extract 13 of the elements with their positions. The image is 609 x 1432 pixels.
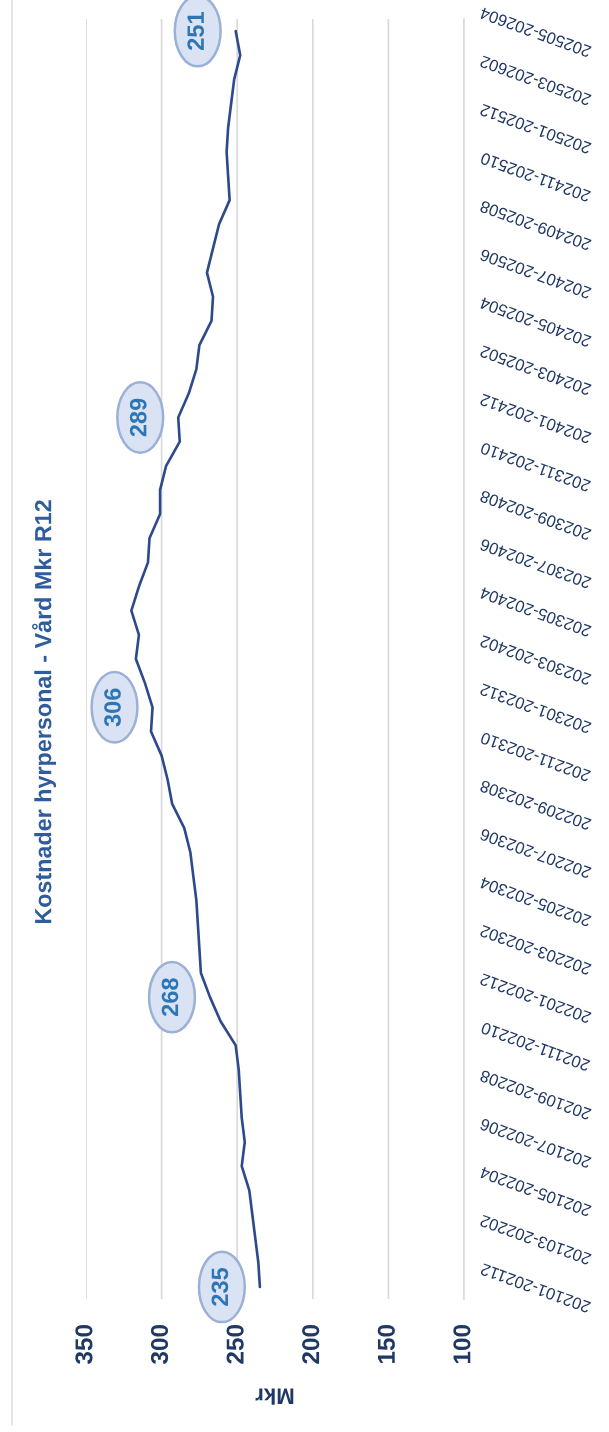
data-label: 289 — [129, 398, 147, 437]
x-tick-label: 350 — [75, 1324, 93, 1364]
x-axis-title: Mkr — [255, 1388, 294, 1405]
x-tick-label: 300 — [150, 1324, 169, 1364]
text: Kostnader hyrpersonal - Vård Mkr R12 — [31, 500, 57, 924]
data-label: 306 — [104, 688, 121, 727]
x-tick-label: 200 — [302, 1324, 320, 1364]
data-label: 235 — [211, 1267, 229, 1306]
data-label: 268 — [161, 978, 179, 1016]
x-tick-label: 150 — [377, 1324, 395, 1364]
data-label: 251 — [187, 12, 205, 50]
x-tick-label: 250 — [226, 1324, 244, 1364]
x-tick-label: 100 — [453, 1324, 471, 1364]
